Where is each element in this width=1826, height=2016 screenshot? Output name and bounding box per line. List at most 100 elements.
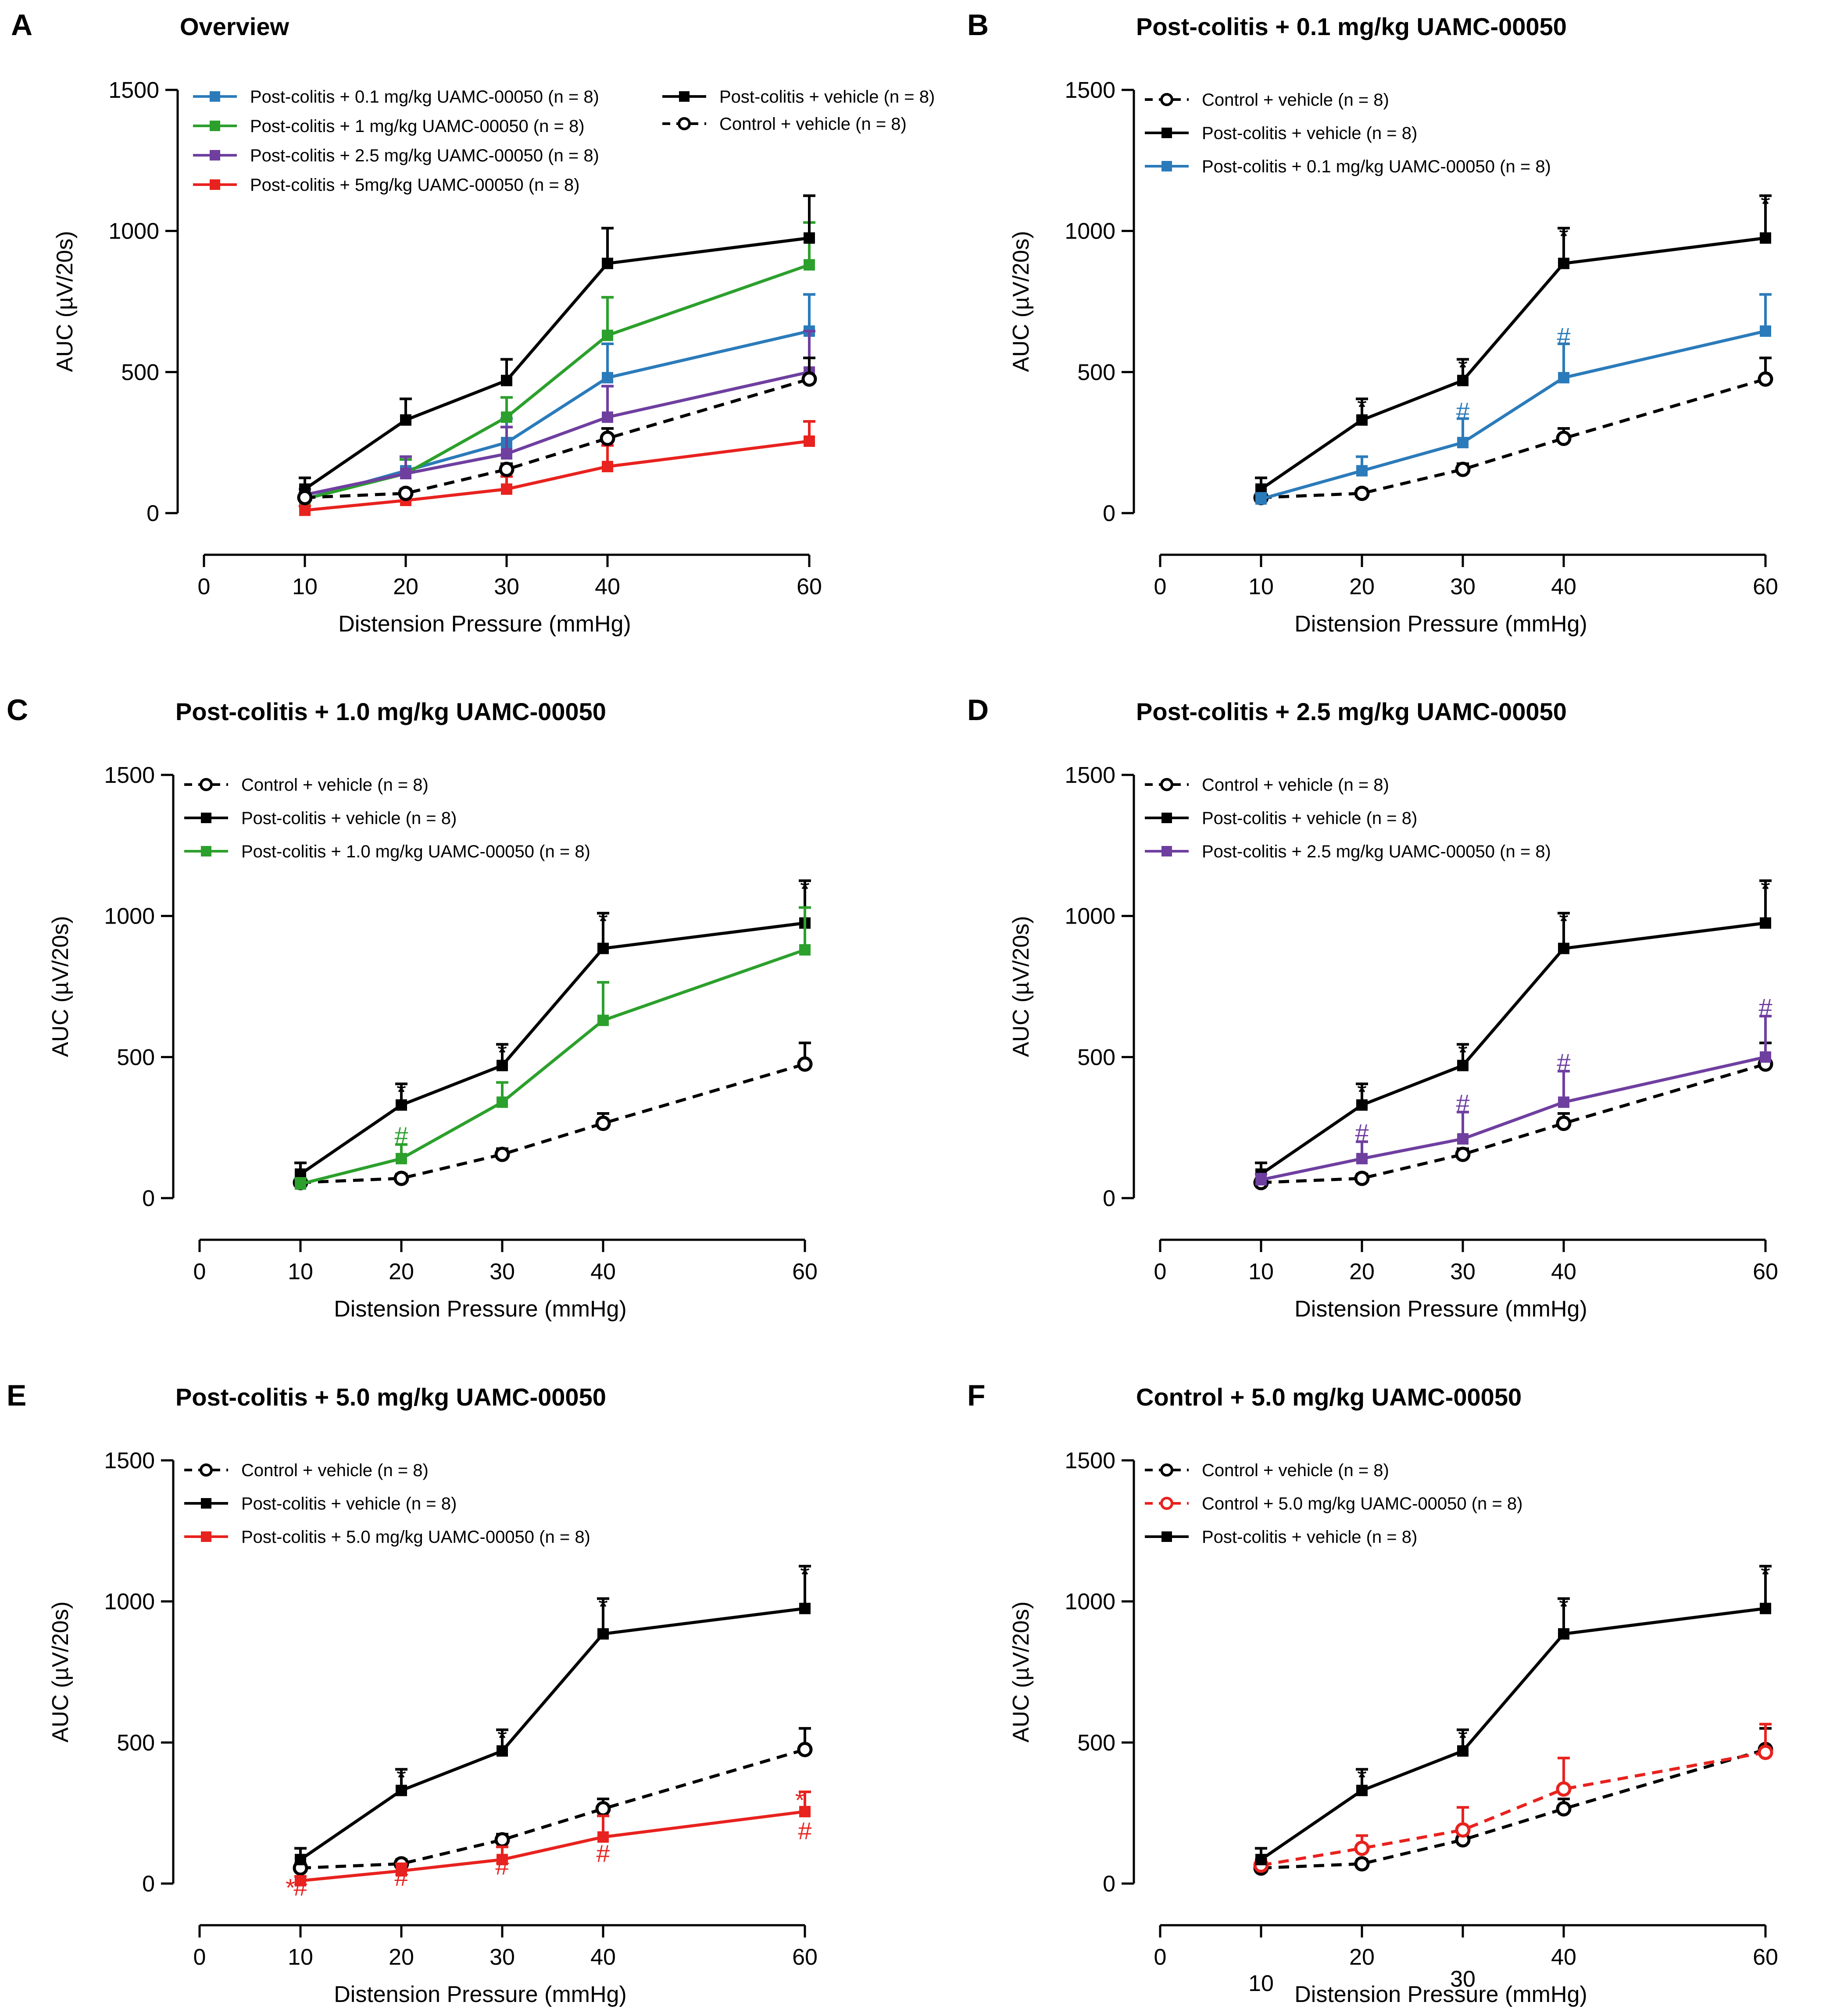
significance-marker: # [1456, 397, 1469, 425]
y-tick-label: 500 [117, 1730, 155, 1756]
series-line [300, 948, 806, 1186]
x-tick-label: 20 [393, 574, 418, 599]
data-point [1556, 1781, 1572, 1797]
legend: Control + vehicle (n = 8) Post-colitis + … [184, 1461, 590, 1547]
significance-marker: # [495, 1852, 509, 1880]
legend-swatch-marker [210, 179, 220, 190]
data-point [1356, 1099, 1368, 1111]
data-point [797, 1056, 813, 1072]
y-tick-label: 1000 [1065, 219, 1115, 244]
panel-letter: B [967, 8, 989, 42]
series-line [304, 439, 810, 512]
data-point [295, 1178, 306, 1190]
series-2 [1255, 293, 1772, 505]
x-tick-label: 0 [1154, 574, 1167, 599]
x-tick-label: 30 [1450, 1966, 1476, 1992]
data-point [602, 460, 613, 472]
series-4 [299, 194, 815, 495]
x-tick-label: 40 [1551, 1945, 1576, 1970]
legend-swatch-marker [1160, 1463, 1173, 1477]
series-2 [294, 906, 811, 1190]
x-axis-label: Distension Pressure (mmHg) [1294, 1982, 1587, 2007]
y-tick-label: 1500 [1065, 763, 1115, 788]
legend-entry: Control + vehicle (n = 8) [1145, 775, 1389, 795]
y-tick-label: 1000 [1065, 1589, 1115, 1615]
panel-title: Post-colitis + 0.1 mg/kg UAMC-00050 [1136, 13, 1567, 40]
x-tick-label: 10 [292, 574, 318, 599]
x-tick-label: 30 [490, 1259, 515, 1285]
legend-entry: Post-colitis + 5mg/kg UAMC-00050 (n = 8) [193, 175, 579, 195]
x-tick-label: 60 [1753, 1945, 1778, 1970]
data-point [497, 1745, 508, 1757]
legend-label: Post-colitis + 0.1 mg/kg UAMC-00050 (n =… [250, 87, 599, 107]
y-tick-label: 0 [147, 501, 159, 526]
panel-letter: C [7, 693, 28, 727]
data-point [797, 1741, 813, 1757]
data-point [1558, 257, 1569, 269]
significance-marker: * [1559, 907, 1569, 935]
data-point [396, 1784, 407, 1796]
data-point [497, 1096, 508, 1108]
panel-letter: E [7, 1379, 26, 1412]
series-1 [294, 879, 811, 1180]
significance-marker: # [293, 1873, 307, 1901]
legend-swatch-marker [201, 1531, 211, 1542]
x-tick-label: 20 [389, 1945, 414, 1970]
series-line [1261, 1055, 1766, 1181]
y-axis-label: AUC (µV/20s) [48, 916, 73, 1057]
data-point [396, 1099, 407, 1111]
x-tick-label: 30 [1450, 1259, 1476, 1285]
data-point [801, 371, 817, 387]
data-point [804, 435, 815, 447]
data-point [1356, 1153, 1368, 1164]
x-tick-label: 30 [494, 574, 519, 599]
data-point [602, 257, 613, 269]
significance-marker: # [394, 1122, 408, 1149]
data-point [1760, 232, 1771, 244]
data-point [1758, 371, 1773, 387]
legend-swatch-marker [201, 846, 211, 856]
significance-marker: # [1557, 1048, 1570, 1076]
data-point [501, 483, 512, 495]
legend: Control + vehicle (n = 8) Post-colitis + … [184, 775, 590, 861]
x-tick-label: 60 [797, 574, 822, 599]
panel-title: Overview [180, 13, 289, 40]
significance-marker: * [795, 1786, 805, 1814]
panel-c: C Post-colitis + 1.0 mg/kg UAMC-00050 0 500… [7, 693, 818, 1322]
significance-marker: # [596, 1840, 610, 1867]
series-2 [294, 1790, 811, 1887]
y-tick-label: 0 [1103, 1186, 1115, 1211]
data-point [1457, 1060, 1469, 1071]
legend-swatch-marker [201, 813, 211, 823]
x-tick-label: 40 [1551, 574, 1576, 599]
significance-marker: # [1557, 322, 1570, 350]
y-tick-label: 500 [121, 360, 159, 385]
y-axis-label: AUC (µV/20s) [48, 1602, 73, 1743]
series-line [1260, 236, 1766, 491]
significance-marker: # [1758, 993, 1772, 1021]
data-point [602, 329, 613, 341]
x-axis-label: Distension Pressure (mmHg) [1294, 1296, 1587, 1322]
significance-marker: * [286, 1873, 295, 1901]
x-tick-label: 40 [590, 1945, 616, 1970]
legend-swatch-marker [1161, 128, 1172, 138]
significance-marker: * [497, 1724, 507, 1752]
panel-letter: D [967, 693, 989, 727]
data-point [1455, 461, 1471, 477]
data-point [499, 461, 515, 477]
significance-marker: * [800, 875, 810, 903]
data-point [1760, 917, 1771, 929]
panel-title: Control + 5.0 mg/kg UAMC-00050 [1136, 1383, 1522, 1411]
data-point [597, 1014, 609, 1026]
data-point [400, 467, 411, 479]
data-point [1354, 485, 1370, 501]
y-tick-label: 1500 [104, 763, 155, 788]
series-2 [1255, 1015, 1772, 1186]
significance-marker: * [598, 1593, 608, 1620]
data-point [295, 1875, 306, 1887]
significance-marker: * [1357, 393, 1367, 421]
y-axis-label: AUC (µV/20s) [1008, 231, 1034, 372]
y-axis-label: AUC (µV/20s) [1008, 916, 1034, 1057]
panel-e: E Post-colitis + 5.0 mg/kg UAMC-00050 0 500… [7, 1379, 818, 2007]
legend-entry: Control + vehicle (n = 8) [1145, 90, 1389, 110]
